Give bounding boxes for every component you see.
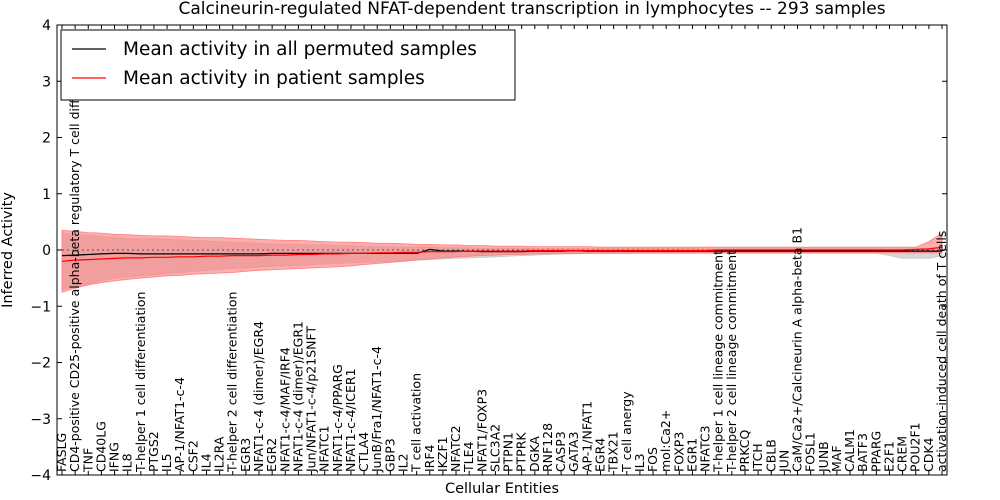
series-lines: [61, 246, 943, 262]
category-label: IL8: [120, 453, 135, 472]
y-tick-label: −3: [30, 412, 51, 428]
category-label: CTLA4: [356, 432, 371, 472]
y-axis-label: Inferred Activity: [0, 192, 16, 308]
series-line-1: [61, 246, 943, 262]
category-label: EGR2: [264, 438, 279, 472]
category-label: FASLG: [54, 433, 69, 472]
category-label: NFAT1-c-4 (dimer)/EGR4: [251, 321, 266, 472]
category-label: CASP3: [553, 431, 568, 472]
category-label: NFAT1-c-4/ICER1: [343, 368, 358, 472]
category-label: GBP3: [382, 438, 397, 472]
category-label: PTGS2: [146, 431, 161, 472]
category-label: E2F1: [881, 441, 896, 472]
category-label: IL4: [198, 453, 213, 472]
category-label: T cell anergy: [619, 391, 634, 473]
category-label: POU2F1: [908, 422, 923, 472]
category-label: EGR3: [238, 438, 253, 472]
legend-box: [60, 29, 516, 101]
category-label: mol:Ca2+: [658, 410, 673, 472]
y-tick-label: −4: [30, 468, 51, 484]
category-label: NFAT1-c-4/PPARG: [330, 364, 345, 472]
y-tick-label: −1: [30, 299, 51, 315]
y-tick-label: 4: [42, 18, 51, 34]
category-label: TLE4: [461, 442, 476, 473]
category-label: EGR1: [684, 438, 699, 472]
y-axis: −4 −3 −2 −1 0 1 2 3 4: [30, 18, 947, 484]
category-label: IL5: [159, 453, 174, 472]
category-label: IL3: [632, 453, 647, 472]
category-label: T-helper 2 cell differentiation: [225, 292, 240, 473]
category-label: ITCH: [750, 443, 765, 472]
category-label: AP-1/NFAT1: [579, 401, 594, 472]
category-label: CaM/Ca2+/Calcineurin A alpha-beta B1: [790, 227, 805, 472]
category-label: JUNB: [816, 441, 831, 473]
category-label: PRKCQ: [737, 430, 752, 472]
y-tick-label: 2: [42, 131, 51, 147]
category-label: FOS: [645, 447, 660, 472]
category-label: activation-induced cell death of T cells: [934, 231, 949, 472]
category-label: MAF: [829, 445, 844, 472]
confidence-bands: [61, 229, 943, 293]
category-label: T cell activation: [409, 373, 424, 473]
y-tick-label: 3: [42, 74, 51, 90]
category-label: NFAT1/FOXP3: [474, 389, 489, 472]
category-label: CREM: [895, 436, 910, 472]
category-label: NFAT1-c-4/MAF/IRF4: [277, 347, 292, 472]
category-label: CSF2: [185, 440, 200, 472]
category-label: TNF: [80, 448, 95, 473]
category-label: NFAT1-c-4 (dimer)/EGR1: [290, 321, 305, 472]
category-label: IFNG: [107, 442, 122, 472]
y-tick-label: 0: [42, 243, 51, 259]
category-label: DGKA: [527, 436, 542, 472]
category-label: CD4-positive CD25-positive alpha-beta re…: [67, 31, 82, 472]
category-label: CDK4: [921, 437, 936, 472]
category-label: EGR4: [593, 438, 608, 472]
y-tick-label: 1: [42, 187, 51, 203]
category-label: NFATC3: [698, 425, 713, 472]
legend: Mean activity in all permuted samples Mea…: [60, 29, 516, 101]
category-label: T-helper 1 cell lineage commitment: [711, 250, 726, 473]
y-tick-label: −2: [30, 356, 51, 372]
category-label: CD40LG: [93, 421, 108, 472]
legend-label: Mean activity in all permuted samples: [123, 39, 477, 60]
category-label: PTPRK: [514, 432, 529, 472]
category-label: CBLB: [763, 439, 778, 472]
chart-title: Calcineurin-regulated NFAT-dependent tra…: [178, 0, 885, 19]
category-label: CALM1: [842, 429, 857, 472]
category-label: JunB/Fra1/NFAT1-c-4: [369, 346, 384, 473]
legend-label: Mean activity in patient samples: [123, 68, 425, 89]
category-label: IRF4: [422, 444, 437, 472]
x-axis: [61, 25, 943, 475]
category-label: Jun/NFAT1-c-4/p21SNFT: [304, 326, 319, 473]
category-label: FOSL1: [803, 432, 818, 472]
category-label: IL2RA: [212, 436, 227, 472]
band-1: [61, 229, 943, 293]
category-label: T-helper 1 cell differentiation: [133, 292, 148, 473]
category-label: SLC3A2: [487, 424, 502, 472]
category-label: PTPN1: [501, 432, 516, 472]
category-label: FOXP3: [671, 432, 686, 472]
category-label: BATF3: [855, 433, 870, 472]
category-label: NFATC2: [448, 425, 463, 472]
category-label: TBX21: [606, 431, 621, 473]
category-label: IKZF1: [435, 436, 450, 472]
category-label: NFATC1: [317, 425, 332, 472]
category-label: IL2: [395, 453, 410, 472]
category-label: RNF128: [540, 423, 555, 472]
category-label: GATA3: [566, 432, 581, 472]
category-label: AP-1/NFAT1-c-4: [172, 377, 187, 472]
category-label: PPARG: [868, 431, 883, 472]
category-label: JUN: [776, 450, 791, 473]
x-axis-label: Cellular Entities: [445, 481, 559, 497]
category-label: T-helper 2 cell lineage commitment: [724, 250, 739, 473]
